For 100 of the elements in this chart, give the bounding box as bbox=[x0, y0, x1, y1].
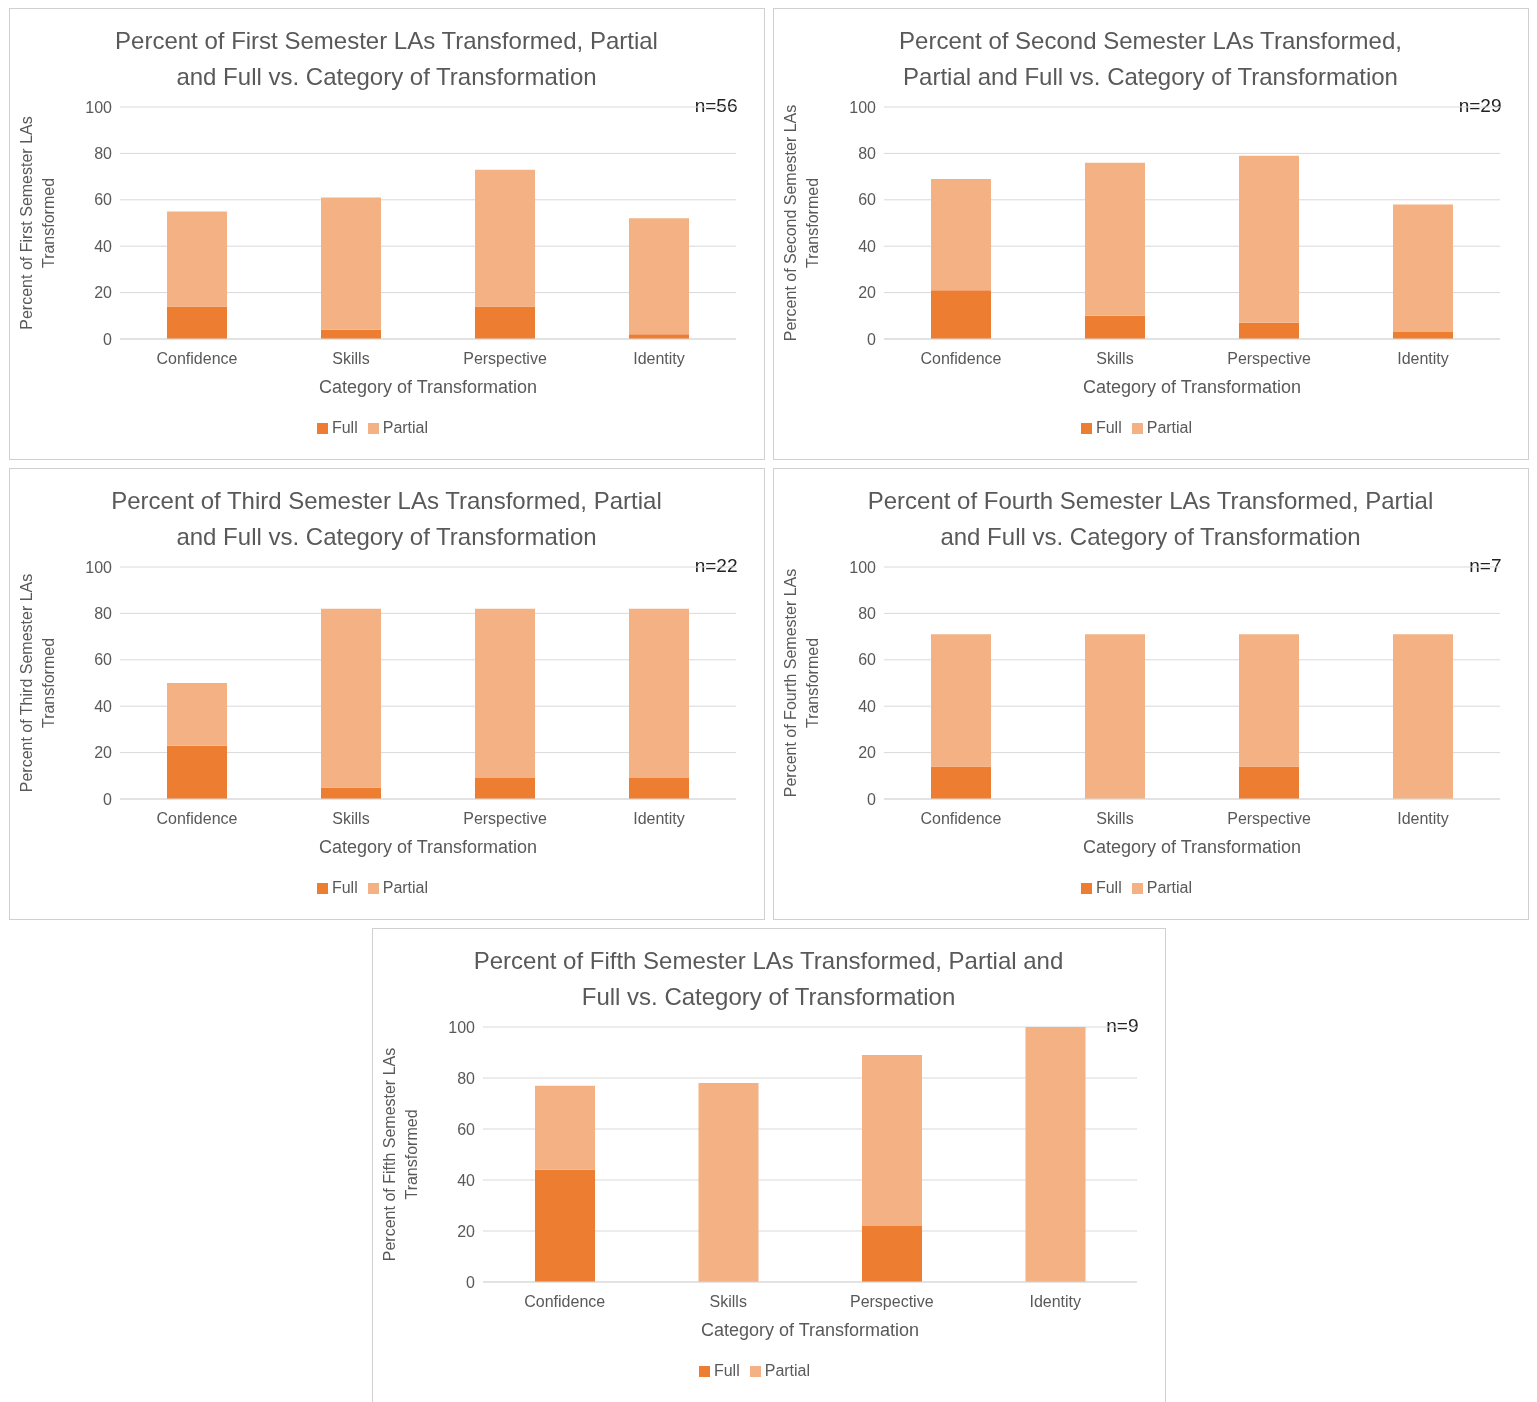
legend-label: Full bbox=[713, 1362, 740, 1379]
annotation: n=56 bbox=[694, 95, 738, 117]
y-tick-label: 60 bbox=[93, 651, 112, 669]
y-tick-label: 100 bbox=[848, 98, 876, 116]
y-tick-label: 100 bbox=[848, 558, 876, 576]
y-tick-label: 0 bbox=[102, 330, 112, 348]
legend-label: Partial bbox=[382, 879, 429, 896]
legend-label: Full bbox=[1095, 419, 1122, 436]
chart-title: Percent of Fifth Semester LAs Transformed, Partial and Full vs. Category of Transformation bbox=[472, 946, 1065, 1012]
bar bbox=[930, 290, 991, 339]
annotation: n=7 bbox=[1469, 555, 1502, 577]
bar bbox=[1392, 204, 1453, 333]
annotation: n=29 bbox=[1458, 95, 1502, 117]
x-tick-label: Confidence bbox=[920, 350, 1002, 368]
y-tick-label: 0 bbox=[102, 790, 112, 808]
bar bbox=[474, 306, 535, 339]
y-tick-label: 100 bbox=[84, 558, 112, 576]
chart-title: Percent of Fourth Semester LAs Transformed, Partial and Full vs. Category of Transformation bbox=[866, 486, 1435, 552]
x-tick-label: Identity bbox=[1396, 810, 1449, 828]
bar bbox=[534, 1169, 595, 1282]
bar bbox=[166, 683, 227, 746]
bar bbox=[320, 608, 381, 788]
legend-label: Partial bbox=[1146, 879, 1193, 896]
y-tick-label: 0 bbox=[465, 1273, 475, 1291]
y-axis-title: Percent of Fourth Semester LAs Transformed bbox=[781, 568, 821, 798]
y-tick-label: 0 bbox=[866, 330, 876, 348]
chart-title: Percent of Third Semester LAs Transformed, Partial and Full vs. Category of Transformation bbox=[110, 486, 663, 552]
bar bbox=[166, 745, 227, 799]
x-tick-label: Perspective bbox=[849, 1293, 934, 1311]
y-tick-label: 20 bbox=[93, 284, 112, 302]
x-tick-label: Confidence bbox=[156, 810, 238, 828]
x-tick-label: Identity bbox=[1396, 350, 1449, 368]
x-tick-label: Perspective bbox=[462, 810, 547, 828]
x-axis-title: Category of Transformation bbox=[318, 837, 537, 857]
x-tick-label: Confidence bbox=[920, 810, 1002, 828]
x-tick-label: Identity bbox=[632, 350, 685, 368]
chart-title: Percent of Second Semester LAs Transformed, Partial and Full vs. Category of Transformation bbox=[898, 26, 1403, 92]
bar bbox=[474, 608, 535, 779]
annotation: n=22 bbox=[694, 555, 738, 577]
bar bbox=[1238, 322, 1299, 339]
y-tick-label: 20 bbox=[857, 284, 876, 302]
x-tick-label: Perspective bbox=[1226, 810, 1311, 828]
bar bbox=[1025, 1027, 1085, 1282]
bar bbox=[698, 1083, 758, 1282]
bar bbox=[320, 787, 381, 799]
y-tick-label: 40 bbox=[93, 697, 112, 715]
y-axis-title: Percent of First Semester LAs Transformed bbox=[17, 116, 57, 330]
y-tick-label: 80 bbox=[93, 605, 112, 623]
y-axis-title: Percent of Third Semester LAs Transformed bbox=[17, 573, 57, 793]
x-axis-title: Category of Transformation bbox=[1082, 377, 1301, 397]
x-tick-label: Skills bbox=[331, 810, 370, 828]
y-tick-label: 0 bbox=[866, 790, 876, 808]
bar bbox=[861, 1055, 922, 1226]
y-tick-label: 60 bbox=[857, 651, 876, 669]
y-tick-label: 40 bbox=[456, 1171, 475, 1189]
y-axis-title: Percent of Second Semester LAs Transformed bbox=[781, 104, 821, 342]
y-tick-label: 80 bbox=[456, 1069, 475, 1087]
y-tick-label: 100 bbox=[84, 98, 112, 116]
chart-title: Percent of First Semester LAs Transformed, Partial and Full vs. Category of Transformation bbox=[114, 26, 659, 92]
x-tick-label: Perspective bbox=[462, 350, 547, 368]
legend-label: Partial bbox=[382, 419, 429, 436]
y-tick-label: 40 bbox=[857, 237, 876, 255]
legend-label: Full bbox=[331, 419, 358, 436]
x-tick-label: Confidence bbox=[156, 350, 238, 368]
x-tick-label: Skills bbox=[1095, 350, 1134, 368]
x-tick-label: Skills bbox=[1095, 810, 1134, 828]
x-tick-label: Confidence bbox=[523, 1293, 605, 1311]
x-tick-label: Identity bbox=[632, 810, 685, 828]
y-tick-label: 20 bbox=[857, 744, 876, 762]
bar bbox=[861, 1225, 922, 1282]
x-tick-label: Perspective bbox=[1226, 350, 1311, 368]
bar bbox=[474, 778, 535, 799]
y-axis-title: Percent of Fifth Semester LAs Transformed bbox=[380, 1047, 420, 1262]
y-tick-label: 80 bbox=[857, 605, 876, 623]
x-axis-title: Category of Transformation bbox=[1082, 837, 1301, 857]
legend-label: Partial bbox=[764, 1362, 811, 1379]
x-axis-title: Category of Transformation bbox=[700, 1320, 919, 1340]
bar bbox=[1238, 155, 1299, 323]
y-tick-label: 60 bbox=[857, 191, 876, 209]
bar bbox=[474, 169, 535, 307]
bar bbox=[628, 218, 689, 335]
bar bbox=[930, 178, 991, 291]
bar bbox=[1084, 162, 1145, 316]
bar bbox=[1084, 315, 1145, 339]
y-tick-label: 20 bbox=[456, 1222, 475, 1240]
y-tick-label: 40 bbox=[93, 237, 112, 255]
y-tick-label: 80 bbox=[857, 145, 876, 163]
y-tick-label: 60 bbox=[456, 1120, 475, 1138]
bar bbox=[166, 306, 227, 339]
bar bbox=[320, 197, 381, 330]
y-tick-label: 40 bbox=[857, 697, 876, 715]
bar bbox=[166, 211, 227, 307]
legend-label: Partial bbox=[1146, 419, 1193, 436]
annotation: n=9 bbox=[1106, 1015, 1139, 1037]
y-tick-label: 100 bbox=[447, 1018, 475, 1036]
y-tick-label: 20 bbox=[93, 744, 112, 762]
legend-label: Full bbox=[1095, 879, 1122, 896]
x-tick-label: Skills bbox=[709, 1293, 747, 1311]
y-tick-label: 60 bbox=[93, 191, 112, 209]
x-tick-label: Skills bbox=[331, 350, 370, 368]
